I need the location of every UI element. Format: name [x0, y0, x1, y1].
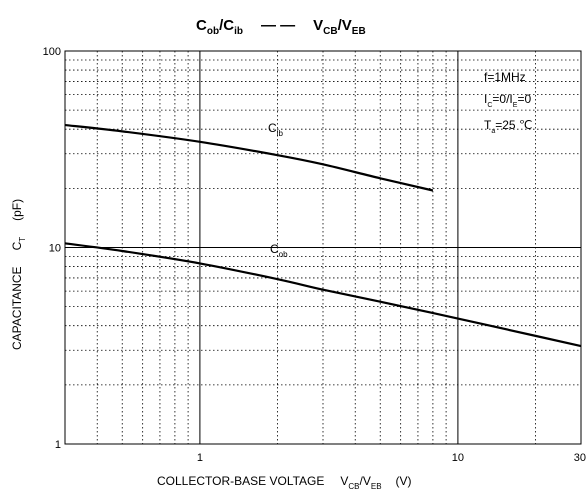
y-tick-label: 100	[43, 46, 61, 58]
y-tick-label: 10	[49, 243, 61, 255]
condition-frequency: f=1MHz	[484, 70, 526, 84]
series-line-cob	[64, 242, 582, 348]
x-tick-label: 1	[197, 452, 203, 464]
condition-currents: IC=0/IE=0	[484, 92, 531, 109]
grid	[65, 51, 581, 444]
condition-temperature: Ta=25 ℃	[484, 118, 532, 135]
series-lines	[64, 123, 582, 348]
conditions-legend: f=1MHz IC=0/IE=0 Ta=25 ℃	[484, 70, 532, 135]
y-tick-label: 1	[55, 439, 61, 451]
x-tick-label: 10	[452, 452, 464, 464]
series-label-cob: Cob	[270, 242, 288, 259]
series-line-cib	[64, 123, 434, 192]
plot-frame	[64, 50, 582, 445]
x-axis-label: COLLECTOR-BASE VOLTAGE VCB/VEB (V)	[157, 474, 412, 491]
series-label-cib: Cib	[268, 121, 283, 138]
x-tick-label: 30	[574, 452, 586, 464]
tick-labels: 1 10 30 1 10 100	[43, 46, 586, 464]
y-axis-label: CAPACITANCECT(pF)	[10, 199, 27, 350]
chart-title: Cob/Cib — — VCB/VEB	[196, 17, 366, 37]
